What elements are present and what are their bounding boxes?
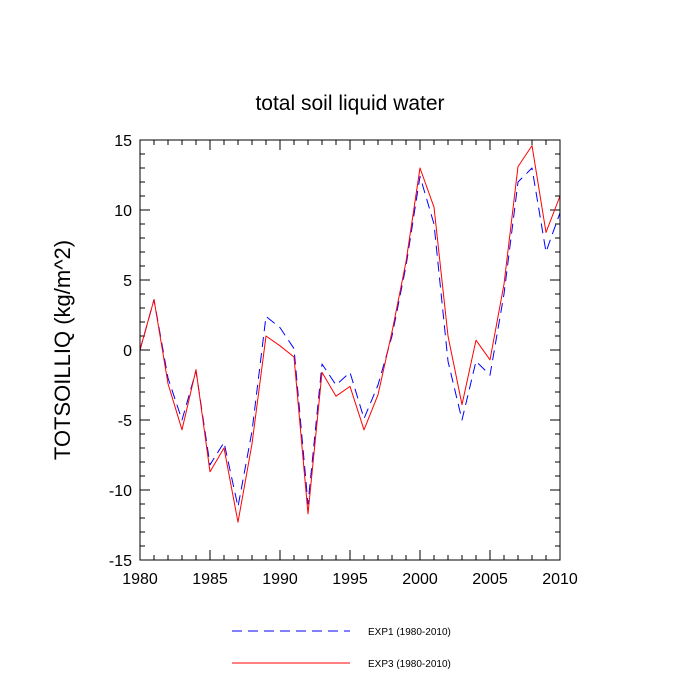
y-tick-label: -15 — [109, 553, 132, 570]
legend: EXP1 (1980-2010) EXP3 (1980-2010) — [232, 627, 451, 670]
y-tick-label: -10 — [109, 483, 132, 500]
x-tick-label: 1990 — [262, 571, 298, 588]
legend-label: EXP1 (1980-2010) — [368, 627, 451, 638]
y-tick-label: 0 — [123, 343, 132, 360]
x-tick-label: 1980 — [122, 571, 158, 588]
legend-label: EXP3 (1980-2010) — [368, 659, 451, 670]
ticks-layer: 1980 1985 1990 1995 2000 2005 2010 -15 -10 -5 0 5 10… — [109, 133, 578, 588]
x-tick-label: 2005 — [472, 571, 508, 588]
series-layer — [139, 145, 561, 523]
y-tick-label: -5 — [118, 413, 132, 430]
series-line-exp1 — [139, 167, 561, 508]
y-tick-label: 10 — [114, 203, 132, 220]
x-tick-label: 2010 — [542, 571, 578, 588]
y-axis-title: TOTSOILLIQ (kg/m^2) — [50, 240, 75, 460]
x-tick-label: 1995 — [332, 571, 368, 588]
x-tick-label: 2000 — [402, 571, 438, 588]
plot-frame — [139, 139, 561, 561]
y-tick-label: 15 — [114, 133, 132, 150]
x-tick-label: 1985 — [192, 571, 228, 588]
y-tick-label: 5 — [123, 273, 132, 290]
series-line-exp3 — [139, 145, 561, 523]
chart-title: total soil liquid water — [255, 92, 444, 115]
